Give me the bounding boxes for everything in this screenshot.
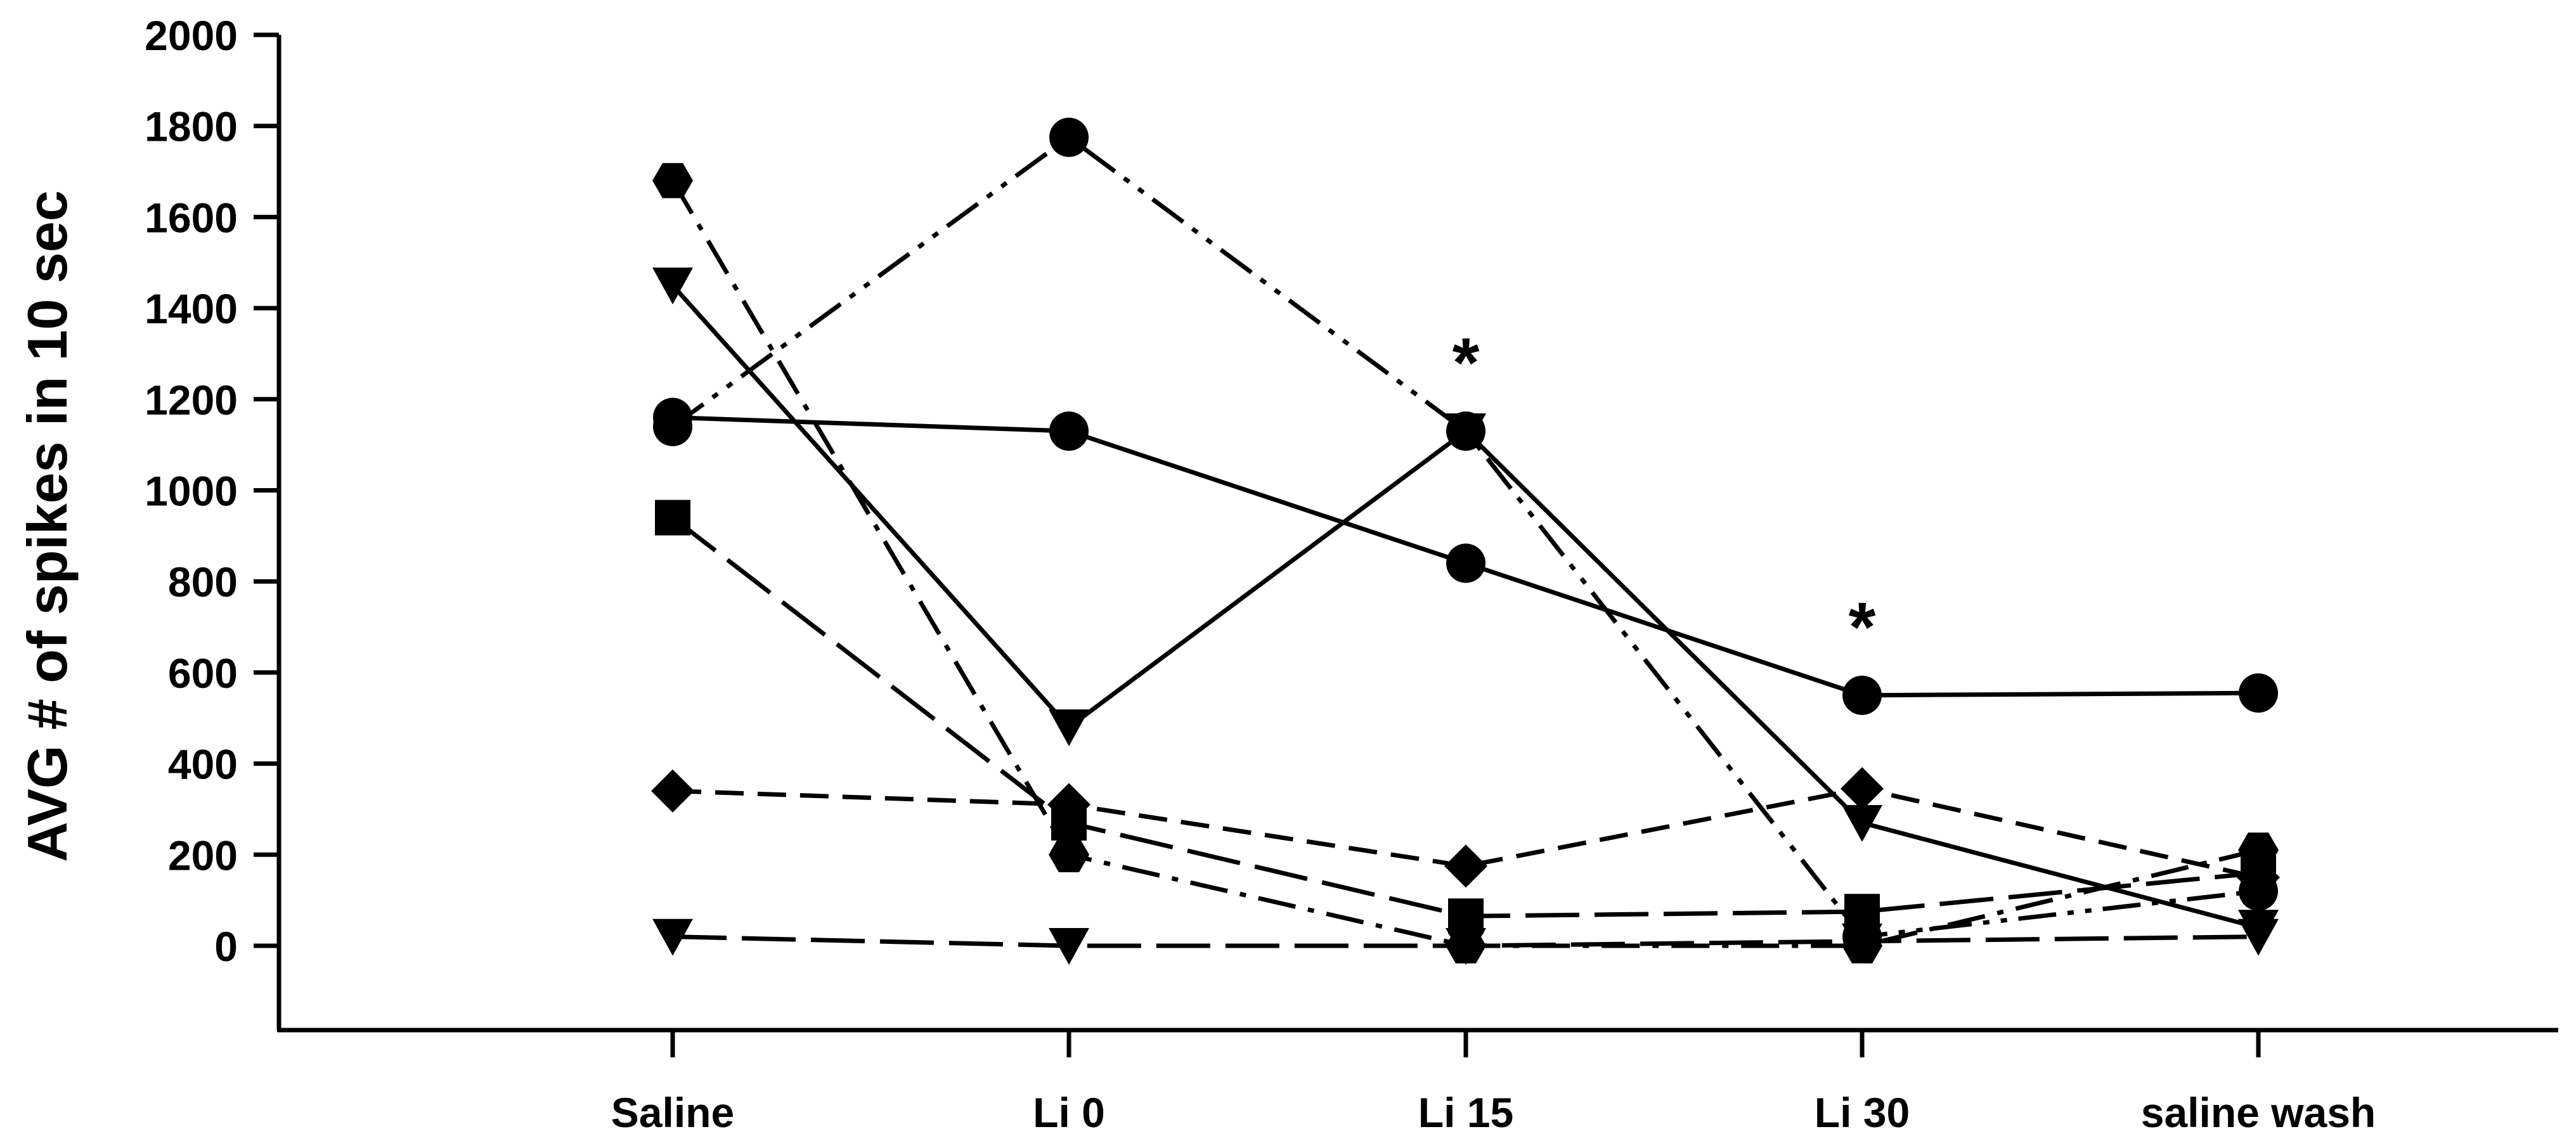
circle-marker bbox=[1049, 117, 1089, 157]
series-6-points bbox=[651, 767, 2280, 900]
x-tick-label: Li 15 bbox=[1418, 1089, 1513, 1136]
series-lines bbox=[670, 135, 2259, 948]
y-tick-label: 2000 bbox=[145, 12, 238, 59]
y-axis-label: AVG # of spikes in 10 sec bbox=[16, 190, 79, 862]
triangle-down-marker bbox=[2238, 919, 2279, 956]
square-marker bbox=[1844, 894, 1880, 930]
diamond-marker bbox=[1047, 783, 1091, 827]
y-tick-label: 200 bbox=[168, 832, 238, 879]
y-tick-label: 1000 bbox=[145, 468, 238, 515]
y-ticks: 0 200 400 600 800 1000 1200 1400 1600 1800 2000 bbox=[145, 12, 279, 970]
significance-star: * bbox=[1453, 324, 1480, 402]
annotation-layer: ** bbox=[1453, 324, 1876, 666]
series-line-6 bbox=[672, 786, 2259, 880]
significance-star: * bbox=[1849, 588, 1876, 666]
y-tick-label: 800 bbox=[168, 558, 238, 605]
triangle-down-marker bbox=[1049, 928, 1089, 965]
circle-marker bbox=[1049, 411, 1089, 451]
triangle-down-marker bbox=[1049, 709, 1089, 747]
diamond-marker bbox=[2237, 856, 2280, 900]
axes bbox=[276, 35, 2558, 1033]
circle-marker bbox=[1842, 675, 1882, 715]
y-tick-label: 400 bbox=[168, 741, 238, 788]
triangle-down-marker bbox=[1446, 413, 1486, 451]
y-tick-label: 1200 bbox=[145, 377, 238, 423]
circle-marker bbox=[2239, 673, 2278, 713]
x-tick-label: Li 0 bbox=[1033, 1089, 1105, 1136]
square-marker bbox=[655, 500, 690, 536]
triangle-down-marker bbox=[652, 268, 693, 305]
x-tick-label: saline wash bbox=[2141, 1089, 2376, 1136]
circle-marker bbox=[1446, 543, 1485, 583]
hexagon-marker bbox=[1049, 837, 1089, 873]
triangle-down-marker bbox=[1842, 923, 1882, 960]
series-line-2 bbox=[671, 135, 2259, 939]
circle-marker bbox=[653, 406, 692, 446]
triangle-down-marker bbox=[1842, 805, 1882, 842]
y-tick-label: 0 bbox=[214, 923, 238, 970]
series-layer bbox=[651, 117, 2280, 965]
y-tick-label: 600 bbox=[168, 650, 238, 697]
triangle-down-marker bbox=[1446, 928, 1486, 965]
square-marker bbox=[1448, 898, 1484, 934]
triangle-down-marker bbox=[652, 919, 693, 956]
y-tick-label: 1600 bbox=[145, 194, 238, 241]
series-1-points bbox=[653, 397, 2278, 715]
x-tick-label: Li 30 bbox=[1815, 1089, 1910, 1136]
diamond-marker bbox=[1444, 844, 1487, 888]
markers bbox=[651, 117, 2280, 965]
y-tick-label: 1400 bbox=[145, 285, 238, 332]
y-tick-label: 1800 bbox=[145, 103, 238, 150]
hexagon-marker bbox=[652, 163, 693, 198]
series-7-points bbox=[652, 919, 2279, 965]
x-tick-label: Saline bbox=[611, 1089, 734, 1136]
diamond-marker bbox=[1841, 767, 1884, 811]
x-ticks: Saline Li 0 Li 15 Li 30 saline wash bbox=[611, 1030, 2376, 1136]
diamond-marker bbox=[651, 769, 694, 813]
